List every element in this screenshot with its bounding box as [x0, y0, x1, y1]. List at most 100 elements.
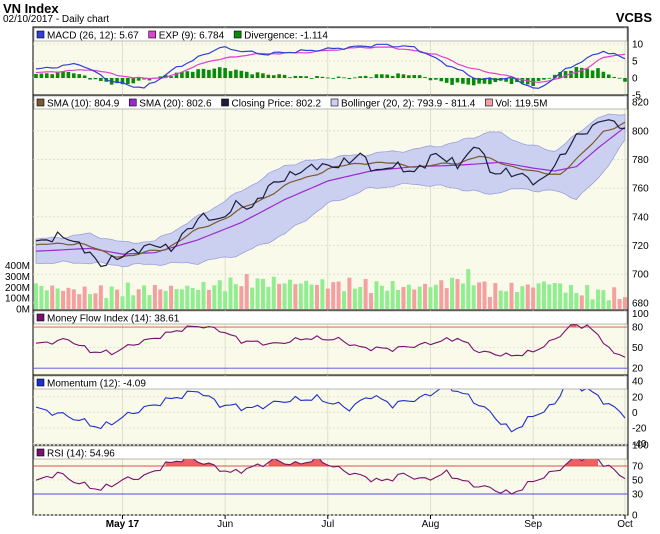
volume-bar — [498, 290, 503, 309]
divergence-bar — [407, 75, 411, 78]
momentum-tick-label: 0 — [632, 408, 638, 419]
divergence-bar — [207, 69, 211, 78]
volume-bar — [320, 279, 325, 309]
divergence-bar — [552, 74, 557, 78]
volume-bar — [379, 285, 384, 309]
divergence-bar — [520, 78, 525, 84]
x-tick-label: Oct — [617, 519, 633, 530]
price-tick-label: 760 — [632, 184, 649, 195]
signal-line — [35, 46, 626, 83]
divergence-bar — [601, 71, 606, 78]
divergence-bar — [547, 77, 552, 79]
volume-bar — [217, 280, 222, 309]
volume-bar — [131, 295, 136, 309]
divergence-bar — [185, 71, 190, 78]
divergence-bar — [50, 74, 55, 78]
volume-bar — [417, 286, 422, 309]
volume-bar — [55, 288, 60, 309]
volume-bar — [352, 288, 357, 309]
volume-bar — [39, 285, 44, 309]
bollinger-band — [35, 113, 626, 268]
volume-bar — [612, 287, 617, 309]
divergence-bar — [488, 78, 492, 85]
volume-bar — [401, 287, 406, 309]
divergence-bar — [309, 78, 314, 79]
volume-bar — [617, 299, 622, 309]
divergence-bar — [358, 76, 363, 78]
volume-bar — [396, 289, 401, 309]
volume-bar — [309, 284, 314, 309]
price-tick-label: 820 — [632, 98, 649, 109]
volume-bar — [125, 282, 130, 309]
volume-bar — [104, 298, 109, 309]
volume-bar — [423, 283, 428, 309]
divergence-bar — [444, 78, 449, 83]
divergence-bar — [142, 78, 146, 80]
divergence-bar — [88, 78, 92, 80]
divergence-bar — [66, 72, 71, 78]
divergence-bar — [271, 75, 276, 78]
divergence-bar — [304, 76, 308, 78]
volume-bar — [136, 289, 141, 309]
x-tick-label: Aug — [422, 519, 440, 530]
volume-bar — [477, 282, 482, 309]
divergence-bar — [542, 78, 546, 80]
divergence-bar — [423, 77, 427, 78]
divergence-bar — [77, 74, 82, 78]
divergence-bar — [136, 78, 141, 81]
price-legend-label: Bollinger (20, 2): 793.9 - 811.4 — [341, 99, 476, 110]
volume-bar — [504, 291, 509, 309]
volume-bar — [325, 288, 330, 309]
price-legend-swatch — [221, 98, 229, 107]
divergence-bar — [390, 75, 395, 78]
volume-bar — [336, 281, 341, 309]
divergence-bar — [617, 77, 622, 79]
mfi-legend-label: Money Flow Index (14): 38.61 — [47, 314, 180, 325]
divergence-bar — [234, 69, 238, 78]
volume-bar — [174, 289, 179, 309]
volume-bar — [363, 278, 368, 309]
price-tick-label: 700 — [632, 270, 649, 281]
volume-bar — [590, 299, 595, 309]
divergence-bar — [190, 71, 195, 78]
divergence-bar — [428, 78, 433, 81]
sma20-line — [35, 126, 626, 255]
macd-legend-swatch — [148, 30, 157, 39]
volume-bar — [250, 287, 255, 309]
volume-bar — [314, 284, 319, 309]
divergence-bar — [163, 75, 168, 78]
volume-bar — [228, 277, 233, 309]
volume-bar — [331, 282, 336, 309]
macd-legend-swatch — [233, 30, 242, 39]
price-tick-label: 800 — [632, 126, 649, 137]
volume-bar — [223, 291, 228, 309]
rsi-line — [35, 454, 626, 495]
momentum-tick-label: 40 — [632, 377, 644, 388]
volume-bar — [466, 269, 471, 309]
volume-bar — [552, 283, 557, 309]
volume-bar — [358, 286, 363, 309]
divergence-bar — [320, 76, 325, 78]
divergence-bar — [201, 68, 206, 78]
divergence-bar — [174, 72, 179, 78]
divergence-bar — [158, 76, 163, 78]
divergence-bar — [325, 77, 330, 79]
volume-bar — [271, 276, 276, 309]
divergence-bar — [277, 74, 281, 78]
macd-legend-swatch — [36, 30, 45, 39]
price-tick-label: 740 — [632, 212, 649, 223]
rsi-tick-label: 70 — [632, 462, 644, 473]
volume-bar — [428, 287, 433, 309]
price-tick-label: 680 — [632, 298, 649, 309]
divergence-bar — [461, 78, 465, 84]
volume-bar — [623, 297, 627, 309]
price-tick-label: 780 — [632, 155, 649, 166]
divergence-bar — [385, 74, 390, 78]
volume-bar — [266, 286, 271, 309]
volume-bar — [595, 289, 600, 309]
mfi-legend-swatch — [36, 313, 45, 322]
mfi-legend-bar — [33, 310, 628, 325]
price-legend-bar — [33, 95, 628, 110]
price-tick-label: 720 — [632, 241, 649, 252]
volume-bar — [115, 289, 120, 309]
